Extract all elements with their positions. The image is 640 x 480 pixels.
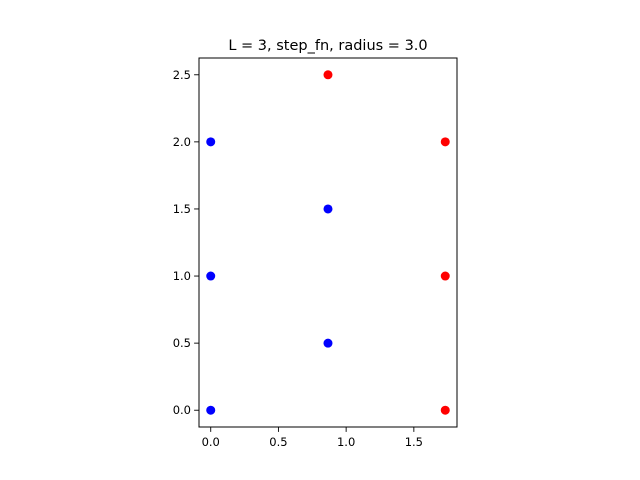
y-axis: 0.0 0.5 1.0 1.5 2.0 2.5: [173, 68, 199, 417]
x-tick-label: 1.5: [405, 435, 423, 449]
data-point: [440, 271, 450, 281]
data-point: [206, 137, 216, 147]
y-tick-label: 1.0: [173, 269, 191, 283]
series-1: [323, 70, 450, 415]
series-0: [206, 137, 333, 415]
x-tick-label: 0.5: [269, 435, 287, 449]
plot-frame: [198, 57, 458, 428]
y-tick-label: 2.0: [173, 135, 191, 149]
plot-area: [206, 70, 450, 415]
y-tick-label: 1.5: [173, 202, 191, 216]
data-point: [206, 271, 216, 281]
x-tick-label: 1.0: [337, 435, 355, 449]
y-tick-label: 0.0: [173, 403, 191, 417]
data-point: [323, 338, 333, 348]
data-point: [206, 405, 216, 415]
y-tick-label: 0.5: [173, 336, 191, 350]
y-tick-label: 2.5: [173, 68, 191, 82]
data-point: [323, 70, 333, 80]
data-point: [440, 137, 450, 147]
data-point: [440, 405, 450, 415]
x-axis: 0.0 0.5 1.0 1.5: [202, 427, 423, 449]
x-tick-label: 0.0: [202, 435, 220, 449]
data-point: [323, 204, 333, 214]
chart-title: L = 3, step_fn, radius = 3.0: [228, 38, 427, 54]
